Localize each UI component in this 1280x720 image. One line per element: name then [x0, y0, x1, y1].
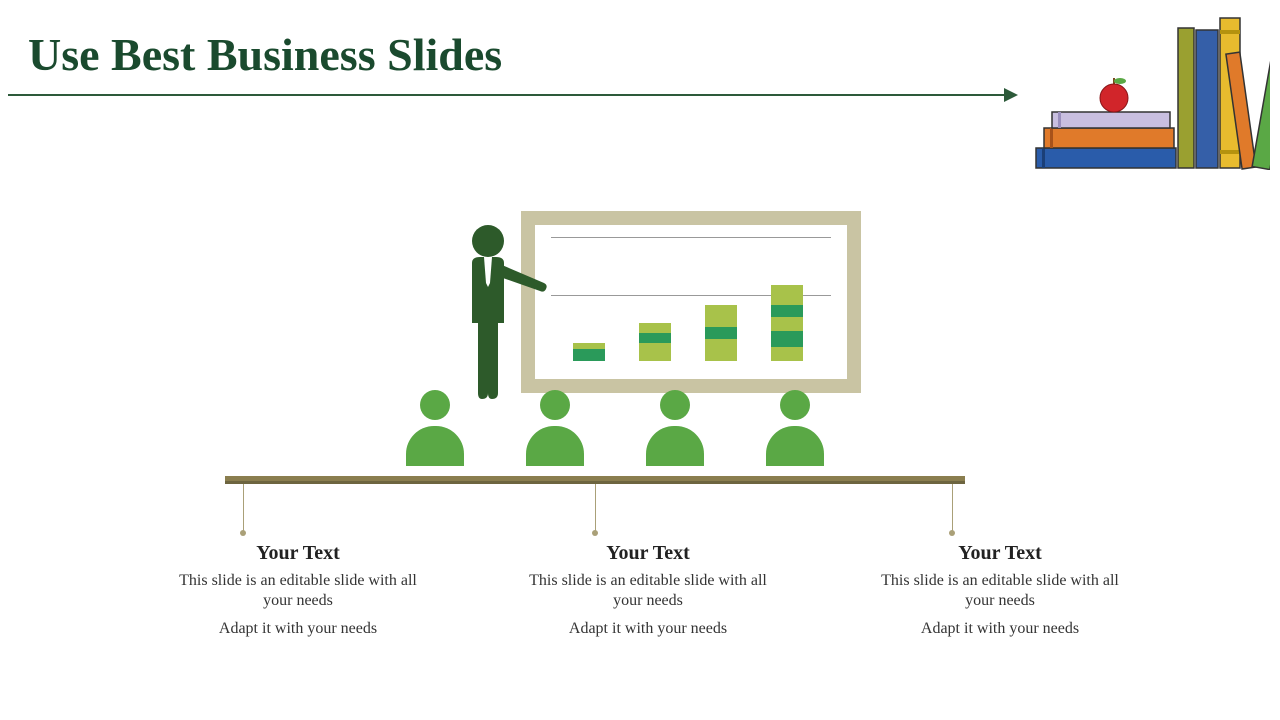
audience-head [540, 390, 570, 420]
audience-icon [640, 390, 710, 460]
connector-line [595, 484, 596, 532]
chart-bar-segment [771, 347, 803, 361]
audience-icon [520, 390, 590, 460]
audience-head [420, 390, 450, 420]
chart-bar [639, 323, 671, 361]
text-block-desc: This slide is an editable slide with all… [518, 571, 778, 612]
table-bar [225, 476, 965, 484]
audience-head [660, 390, 690, 420]
title-arrow-head [1004, 88, 1018, 102]
chart-bar-segment [771, 331, 803, 347]
chart-bar-segment [771, 317, 803, 331]
chart-bar [573, 343, 605, 361]
connector-dot [240, 530, 246, 536]
chart-gridline [551, 237, 831, 238]
connector-dot [592, 530, 598, 536]
connector-line [952, 484, 953, 532]
chart-bar-segment [771, 305, 803, 317]
text-block-heading: Your Text [518, 542, 778, 565]
board-inner [535, 225, 847, 379]
text-block-footer: Adapt it with your needs [168, 620, 428, 638]
title-arrow-line [8, 94, 1008, 96]
chart-bar-segment [705, 327, 737, 339]
text-block-desc: This slide is an editable slide with all… [870, 571, 1130, 612]
connector-line [243, 484, 244, 532]
chart-bar-segment [639, 343, 671, 361]
text-block: Your Text This slide is an editable slide… [168, 542, 428, 638]
audience-body [646, 426, 704, 466]
chart-bar-segment [771, 285, 803, 305]
books-illustration [1030, 10, 1270, 170]
audience-body [406, 426, 464, 466]
chart-bar-segment [573, 349, 605, 361]
text-block: Your Text This slide is an editable slide… [518, 542, 778, 638]
text-block-footer: Adapt it with your needs [518, 620, 778, 638]
presenter-icon [454, 223, 534, 403]
audience-icon [400, 390, 470, 460]
text-block-desc: This slide is an editable slide with all… [168, 571, 428, 612]
chart-bar-segment [705, 339, 737, 361]
chart-bar-segment [705, 305, 737, 327]
presentation-scene [400, 200, 880, 460]
text-block-heading: Your Text [870, 542, 1130, 565]
audience-head [780, 390, 810, 420]
text-block-heading: Your Text [168, 542, 428, 565]
chart-bar [705, 305, 737, 361]
chart-bar-segment [639, 333, 671, 343]
page-title: Use Best Business Slides [28, 28, 502, 81]
audience-body [766, 426, 824, 466]
text-block-footer: Adapt it with your needs [870, 620, 1130, 638]
connector-dot [949, 530, 955, 536]
presentation-board [521, 211, 861, 393]
audience-body [526, 426, 584, 466]
audience-icon [760, 390, 830, 460]
chart-bar [771, 285, 803, 361]
chart-bar-segment [639, 323, 671, 333]
text-block: Your Text This slide is an editable slide… [870, 542, 1130, 638]
